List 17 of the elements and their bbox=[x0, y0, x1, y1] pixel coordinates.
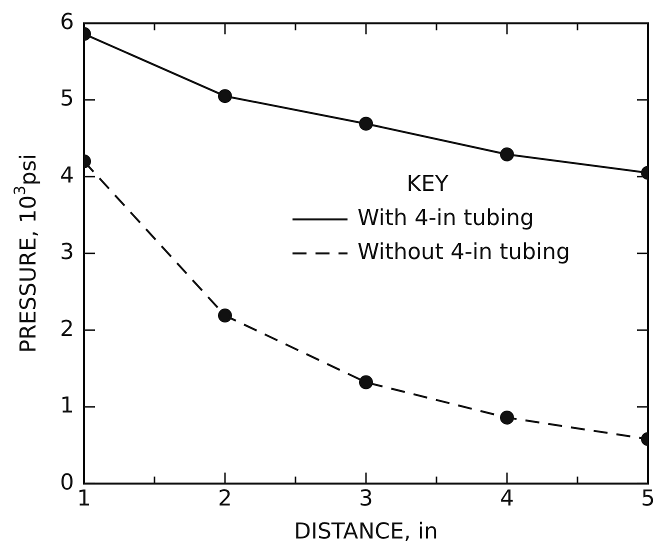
x-tick-label: 5 bbox=[641, 486, 655, 512]
legend-title: KEY bbox=[406, 172, 449, 198]
x-axis-title: DISTANCE, in bbox=[294, 520, 438, 545]
y-tick-label: 4 bbox=[60, 163, 74, 188]
y-tick-label: 0 bbox=[60, 470, 74, 496]
y-axis-title: PRESSURE, 103psi bbox=[11, 154, 42, 353]
x-tick-label: 1 bbox=[76, 486, 91, 512]
y-tick-label: 2 bbox=[60, 316, 74, 342]
legend-label: Without 4-in tubing bbox=[358, 240, 570, 266]
x-tick-label: 4 bbox=[500, 486, 514, 512]
x-tick-label: 2 bbox=[218, 486, 232, 512]
legend-label: With 4-in tubing bbox=[358, 206, 534, 232]
x-tick-label: 3 bbox=[359, 486, 373, 512]
y-tick-label: 5 bbox=[60, 86, 74, 112]
y-tick-label: 6 bbox=[60, 10, 74, 35]
y-tick-label: 1 bbox=[60, 394, 74, 419]
y-tick-label: 3 bbox=[60, 240, 74, 266]
